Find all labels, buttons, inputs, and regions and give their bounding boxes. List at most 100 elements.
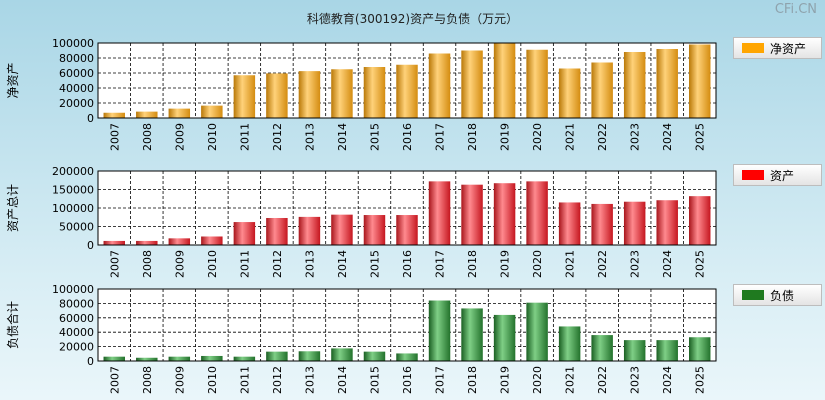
y-tick-label: 100000: [52, 37, 94, 50]
x-tick-label: 2017: [434, 366, 447, 394]
bar: [428, 53, 451, 118]
y-axis-label: 负债合计: [5, 301, 20, 349]
x-tick-label: 2008: [141, 366, 154, 394]
x-tick-label: 2010: [206, 250, 219, 278]
bar: [168, 238, 191, 245]
x-tick-label: 2020: [531, 366, 544, 394]
bar: [396, 215, 418, 245]
bar: [493, 314, 516, 361]
x-tick-label: 2009: [173, 123, 186, 151]
x-tick-label: 2011: [238, 250, 251, 278]
x-tick-label: 2008: [141, 123, 154, 151]
bar: [136, 111, 158, 118]
x-tick-label: 2017: [434, 250, 447, 278]
x-tick-label: 2007: [108, 250, 121, 278]
page-title: 科德教育(300192)资产与负债（万元）: [306, 12, 519, 26]
bar: [656, 49, 678, 118]
y-tick-label: 20000: [59, 97, 94, 110]
x-tick-label: 2025: [694, 366, 707, 394]
x-tick-label: 2010: [206, 123, 219, 151]
bar: [558, 68, 581, 118]
bar: [331, 214, 353, 245]
y-tick-label: 100000: [52, 202, 94, 215]
bar: [103, 112, 125, 118]
x-tick-label: 2021: [564, 250, 577, 278]
bar: [656, 340, 678, 361]
bar: [266, 217, 288, 245]
x-tick-label: 2024: [661, 123, 674, 151]
y-tick-label: 80000: [59, 297, 94, 310]
bar: [136, 240, 158, 245]
bar: [103, 240, 125, 245]
bar: [623, 201, 646, 245]
bar: [591, 203, 613, 245]
x-tick-label: 2023: [629, 366, 642, 394]
y-tick-label: 40000: [59, 82, 94, 95]
x-tick-label: 2020: [531, 250, 544, 278]
bar: [558, 202, 581, 245]
bar: [136, 357, 158, 361]
chart-panel: 0 50000 100000 150000 200000 2007 2008 2009 2010…: [6, 165, 717, 278]
y-tick-label: 0: [87, 239, 94, 252]
x-tick-label: 2025: [694, 123, 707, 151]
bar: [428, 181, 451, 245]
x-tick-label: 2008: [141, 250, 154, 278]
x-tick-label: 2010: [206, 366, 219, 394]
x-tick-label: 2022: [596, 250, 609, 278]
bar: [526, 49, 548, 118]
x-tick-label: 2013: [303, 123, 316, 151]
x-tick-label: 2022: [596, 123, 609, 151]
x-tick-label: 2014: [336, 250, 349, 278]
bar: [103, 356, 125, 361]
bar: [331, 348, 353, 361]
x-tick-label: 2015: [368, 250, 381, 278]
x-tick-label: 2016: [401, 123, 414, 151]
x-tick-label: 2021: [564, 366, 577, 394]
x-tick-label: 2009: [173, 250, 186, 278]
bar: [558, 326, 581, 361]
bar: [233, 222, 256, 245]
bar: [298, 71, 321, 118]
bar: [526, 181, 548, 245]
x-tick-label: 2017: [434, 123, 447, 151]
legend-assets: 资产: [733, 164, 822, 186]
x-tick-label: 2021: [564, 123, 577, 151]
y-tick-label: 0: [87, 355, 94, 368]
bar: [461, 50, 483, 118]
bar: [396, 353, 418, 361]
bar: [201, 355, 223, 361]
bar: [689, 337, 711, 361]
x-tick-label: 2018: [466, 123, 479, 151]
plot-area: [97, 288, 717, 362]
bar: [623, 52, 646, 118]
plot-border: [97, 42, 717, 119]
y-tick-label: 50000: [59, 221, 94, 234]
y-tick-label: 200000: [52, 165, 94, 178]
bar: [656, 200, 678, 245]
legend-net-assets: 净资产: [733, 37, 822, 59]
x-tick-label: 2018: [466, 366, 479, 394]
bar: [331, 69, 353, 118]
bar: [689, 196, 711, 245]
x-tick-label: 2014: [336, 366, 349, 394]
bar: [298, 351, 321, 361]
legend-swatch-icon: [742, 170, 764, 180]
watermark: CFi.CN: [774, 2, 817, 17]
legend-swatch-icon: [742, 290, 764, 300]
bar: [428, 300, 451, 361]
x-tick-label: 2009: [173, 366, 186, 394]
bar: [233, 356, 256, 361]
x-tick-label: 2013: [303, 366, 316, 394]
legend-label: 净资产: [770, 42, 807, 56]
x-tick-label: 2015: [368, 123, 381, 151]
x-tick-label: 2014: [336, 123, 349, 151]
bar: [623, 340, 646, 361]
y-tick-label: 80000: [59, 52, 94, 65]
bar: [201, 236, 223, 245]
y-tick-label: 60000: [59, 67, 94, 80]
bar: [266, 351, 288, 361]
x-tick-label: 2022: [596, 366, 609, 394]
